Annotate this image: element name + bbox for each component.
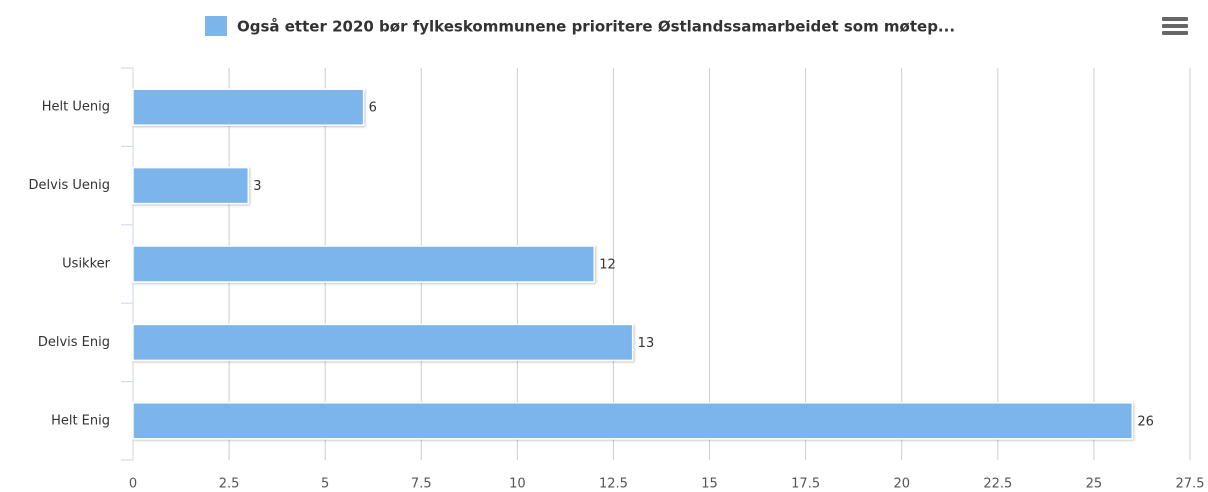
data-label: 13: [638, 336, 655, 351]
legend-label: Også etter 2020 bør fylkeskommunene prio…: [237, 18, 955, 36]
y-tick-label: Helt Enig: [51, 413, 110, 428]
menu-icon-bar: [1162, 31, 1188, 35]
menu-icon-bar: [1162, 17, 1188, 21]
y-tick-label: Usikker: [62, 257, 110, 272]
menu-button[interactable]: [1162, 17, 1188, 35]
legend-swatch: [205, 16, 227, 36]
bar: [132, 166, 250, 205]
x-tick-label: 2.5: [219, 477, 240, 492]
x-tick-label: 22.5: [983, 477, 1012, 492]
x-tick-label: 12.5: [599, 477, 628, 492]
legend-item[interactable]: Også etter 2020 bør fylkeskommunene prio…: [205, 16, 955, 36]
x-tick-label: 15: [701, 477, 718, 492]
x-tick-label: 7.5: [411, 477, 432, 492]
data-label: 26: [1137, 414, 1154, 429]
x-tick-label: 25: [1086, 477, 1103, 492]
y-tick-label: Delvis Enig: [38, 335, 110, 350]
x-tick-label: 17.5: [791, 477, 820, 492]
data-label: 3: [253, 179, 261, 194]
bar: [132, 402, 1134, 440]
data-label: 6: [369, 101, 377, 116]
data-label: 12: [599, 258, 616, 273]
x-tick-label: 20: [893, 477, 910, 492]
bar: [132, 323, 634, 362]
x-tick-label: 5: [321, 477, 329, 492]
x-tick-label: 0: [129, 477, 137, 492]
menu-icon-bar: [1162, 24, 1188, 28]
y-tick-label: Helt Uenig: [42, 100, 110, 115]
bar: [132, 88, 365, 126]
x-tick-label: 27.5: [1176, 477, 1205, 492]
bar: [132, 245, 595, 283]
x-tick-label: 10: [509, 477, 526, 492]
y-tick-label: Delvis Uenig: [29, 178, 110, 193]
